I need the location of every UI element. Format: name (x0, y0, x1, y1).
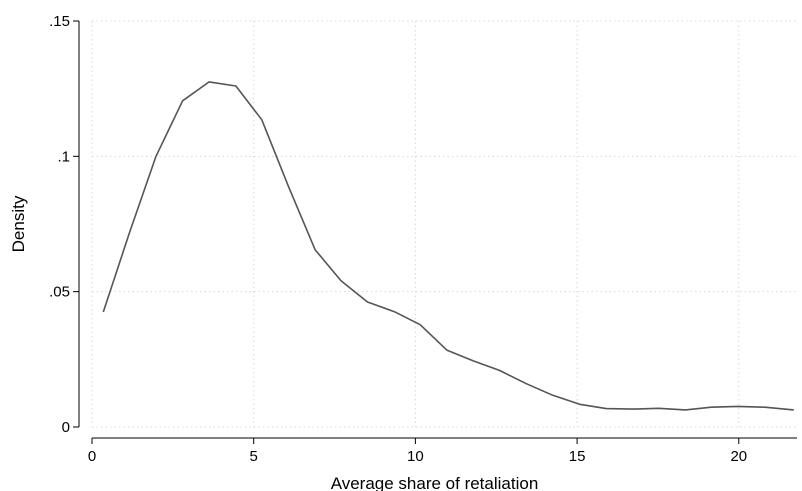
x-tick-label-4: 20 (730, 448, 747, 465)
axes (73, 20, 797, 444)
density-line (102, 81, 794, 411)
x-tick-label-1: 5 (250, 448, 258, 465)
series-layer (102, 81, 794, 411)
y-tick-label-1: .05 (49, 284, 70, 301)
y-tick-label-2: .1 (57, 148, 70, 165)
tick-labels: 0 .05 .1 .15 0 5 10 15 20 (49, 13, 747, 465)
x-tick-label-0: 0 (88, 448, 96, 465)
x-tick-label-2: 10 (407, 448, 424, 465)
x-axis-title: Average share of retaliation (331, 474, 539, 491)
grid-lines (91, 20, 797, 428)
x-tick-label-3: 15 (569, 448, 586, 465)
y-tick-label-0: 0 (62, 419, 70, 436)
y-tick-label-3: .15 (49, 13, 70, 30)
y-axis-title: Density (9, 195, 28, 252)
